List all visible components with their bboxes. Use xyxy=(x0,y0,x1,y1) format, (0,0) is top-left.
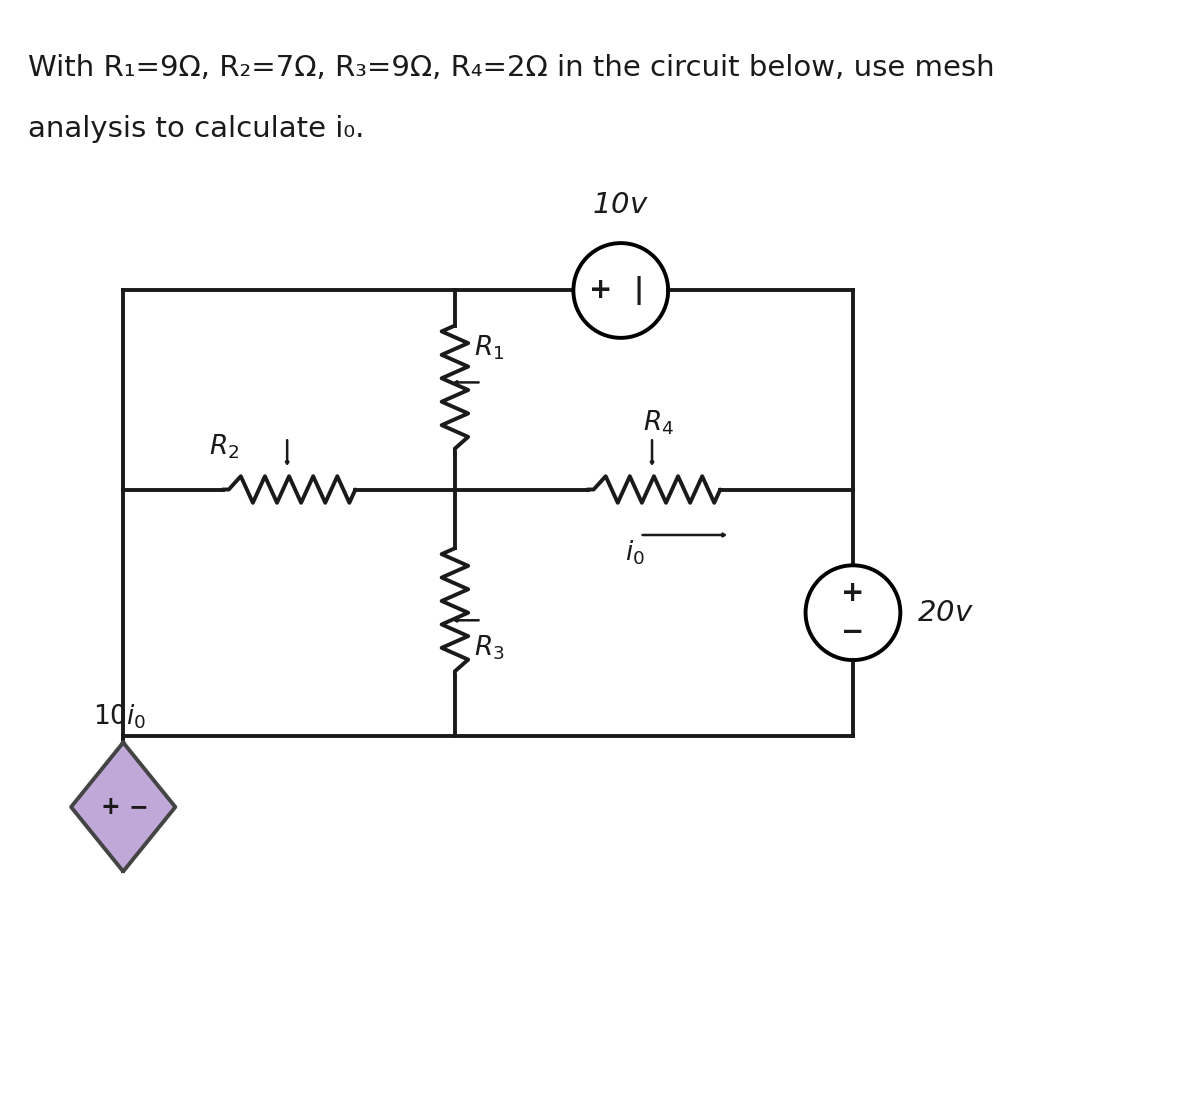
Text: $R_1$: $R_1$ xyxy=(474,333,504,362)
Text: +: + xyxy=(589,276,612,304)
Text: +: + xyxy=(100,795,120,818)
Text: $i_0$: $i_0$ xyxy=(625,539,644,567)
Text: With R₁=9Ω, R₂=7Ω, R₃=9Ω, R₄=2Ω in the circuit below, use mesh: With R₁=9Ω, R₂=7Ω, R₃=9Ω, R₄=2Ω in the c… xyxy=(29,53,995,82)
Text: +: + xyxy=(841,578,865,607)
Text: $10i_0$: $10i_0$ xyxy=(92,702,146,731)
Text: −: − xyxy=(128,795,149,818)
Text: −: − xyxy=(841,617,864,646)
Text: 10$v$: 10$v$ xyxy=(593,191,649,219)
Polygon shape xyxy=(71,742,175,872)
Text: |: | xyxy=(634,276,644,305)
Text: 20$v$: 20$v$ xyxy=(918,598,974,627)
Text: $R_4$: $R_4$ xyxy=(642,409,673,437)
Text: $R_2$: $R_2$ xyxy=(209,432,239,461)
Text: $R_3$: $R_3$ xyxy=(474,634,504,662)
Text: analysis to calculate i₀.: analysis to calculate i₀. xyxy=(29,115,365,143)
